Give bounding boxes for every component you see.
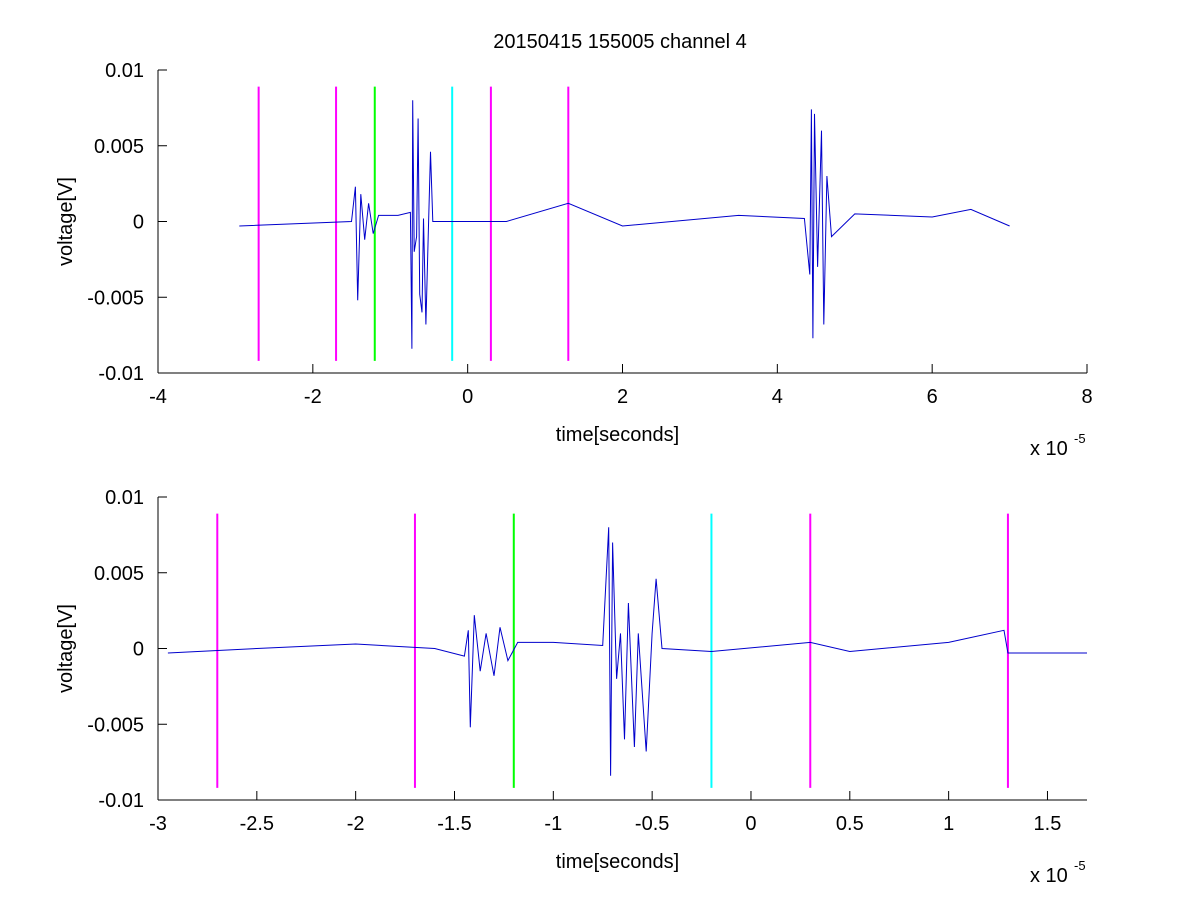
lower-plot: -3 -2.5 -2 -1.5 -1 -0.5 0 0.5 1 1.5 -0.01 -0.005 0 0.… (55, 487, 1087, 887)
x-tick-label: 6 (927, 386, 938, 408)
x-scale-exponent: -5 (1074, 858, 1086, 873)
x-tick-label: 0 (745, 813, 756, 835)
signal-series-0 (239, 100, 1010, 349)
y-tick-label: 0.005 (94, 563, 144, 585)
y-tick-label: 0 (133, 639, 144, 661)
y-axis-label: voltage[V] (55, 604, 77, 693)
y-tick-label: 0 (133, 212, 144, 234)
x-tick-label: -2 (304, 386, 322, 408)
figure-title: 20150415 155005 channel 4 (493, 31, 747, 53)
x-tick-label: 0 (462, 386, 473, 408)
y-tick-label: 0.005 (94, 136, 144, 158)
x-tick-label: -1 (544, 813, 562, 835)
x-scale-exponent: -5 (1074, 431, 1086, 446)
x-axis-label: time[seconds] (556, 424, 679, 446)
x-tick-label: -4 (149, 386, 167, 408)
x-tick-label: 2 (617, 386, 628, 408)
x-scale-factor: x 10 (1030, 865, 1068, 887)
x-scale-factor: x 10 (1030, 438, 1068, 460)
y-tick-label: -0.01 (98, 363, 144, 385)
signal-series-0 (167, 527, 1087, 776)
x-tick-label: -1.5 (437, 813, 471, 835)
x-tick-label: -3 (149, 813, 167, 835)
x-tick-label: -2 (347, 813, 365, 835)
upper-plot: -4 -2 0 2 4 6 8 -0.01 -0.005 0 0.005 0.01 time[secon… (55, 60, 1093, 460)
x-axis-label: time[seconds] (556, 851, 679, 873)
x-tick-label: 4 (772, 386, 783, 408)
x-tick-label: -2.5 (240, 813, 274, 835)
y-tick-label: 0.01 (105, 487, 144, 509)
x-tick-label: 0.5 (836, 813, 864, 835)
x-tick-label: -0.5 (635, 813, 669, 835)
x-tick-label: 1 (943, 813, 954, 835)
x-tick-label: 1.5 (1034, 813, 1062, 835)
x-tick-label: 8 (1081, 386, 1092, 408)
y-tick-label: -0.01 (98, 790, 144, 812)
y-tick-label: -0.005 (87, 714, 144, 736)
y-tick-label: -0.005 (87, 287, 144, 309)
y-tick-label: 0.01 (105, 60, 144, 82)
y-axis-label: voltage[V] (55, 177, 77, 266)
